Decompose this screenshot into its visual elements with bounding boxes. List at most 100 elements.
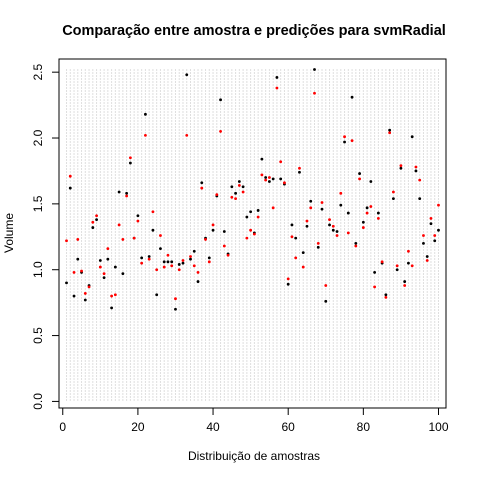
prediction-point <box>283 181 286 185</box>
sample-point <box>328 223 331 227</box>
prediction-point <box>268 176 271 179</box>
sample-point <box>335 230 339 233</box>
prediction-point <box>98 265 102 269</box>
prediction-point <box>316 241 320 245</box>
sample-point <box>245 215 249 219</box>
sample-point <box>429 222 433 226</box>
sample-point <box>219 98 222 102</box>
sample-point <box>264 176 268 179</box>
prediction-point <box>192 264 196 268</box>
prediction-point <box>301 265 305 269</box>
prediction-point <box>324 284 328 287</box>
y-tick-label: 0.0 <box>31 393 45 410</box>
prediction-point <box>181 259 185 262</box>
sample-point <box>279 177 283 181</box>
prediction-point <box>80 269 83 273</box>
sample-point <box>301 251 305 254</box>
sample-point <box>324 299 328 303</box>
sample-point <box>249 210 253 214</box>
prediction-point <box>346 231 350 235</box>
sample-point <box>275 76 279 79</box>
vertical-grid <box>66 69 439 402</box>
prediction-point <box>403 284 407 287</box>
prediction-point <box>433 234 437 237</box>
prediction-point <box>256 215 260 219</box>
sample-point <box>410 135 414 139</box>
prediction-point <box>395 264 399 268</box>
prediction-point <box>185 133 189 137</box>
sample-point <box>234 191 237 195</box>
sample-point <box>76 257 80 261</box>
prediction-point <box>414 165 418 169</box>
prediction-point <box>159 234 162 237</box>
prediction-point <box>437 203 440 207</box>
sample-point <box>155 293 159 297</box>
y-tick-label: 1.0 <box>31 261 45 278</box>
sample-point <box>399 166 403 170</box>
prediction-point <box>144 133 147 137</box>
prediction-point <box>399 164 403 168</box>
sample-point <box>395 268 399 272</box>
y-tick-label: 1.5 <box>31 195 45 212</box>
sample-point <box>425 255 429 258</box>
prediction-point <box>350 139 354 143</box>
prediction-point <box>407 249 410 253</box>
prediction-point <box>422 234 425 237</box>
sample-point <box>174 307 177 311</box>
prediction-point <box>65 239 68 243</box>
prediction-point <box>418 178 422 182</box>
sample-point <box>316 245 320 249</box>
sample-point <box>189 257 192 261</box>
prediction-point <box>170 264 174 268</box>
sample-point <box>166 260 170 264</box>
sample-point <box>95 218 98 222</box>
prediction-point <box>237 184 241 187</box>
prediction-point <box>121 238 125 241</box>
sample-point <box>407 261 410 265</box>
x-axis: 0 20 40 60 80 100 <box>59 407 449 434</box>
prediction-point <box>384 295 388 299</box>
chart-title: Comparação entre amostra e predições par… <box>62 23 446 39</box>
x-tick-label: 40 <box>206 420 220 434</box>
prediction-point <box>373 285 377 289</box>
sample-point <box>181 261 185 265</box>
prediction-point <box>328 218 331 222</box>
prediction-point <box>222 244 226 248</box>
prediction-point <box>113 293 117 297</box>
prediction-point <box>358 177 361 181</box>
sample-point <box>422 241 425 245</box>
sample-point <box>331 228 335 232</box>
sample-point <box>358 172 361 175</box>
sample-point <box>376 211 380 215</box>
sample-point <box>207 256 211 260</box>
prediction-point <box>211 223 215 227</box>
sample-point <box>147 255 151 258</box>
prediction-point <box>177 268 181 272</box>
prediction-point <box>264 178 268 182</box>
prediction-point <box>298 166 301 170</box>
sample-point <box>414 169 418 173</box>
prediction-point <box>95 214 98 218</box>
prediction-point <box>125 194 129 198</box>
sample-point <box>290 223 294 227</box>
sample-point <box>128 161 132 165</box>
prediction-point <box>343 135 346 139</box>
sample-point <box>433 239 437 243</box>
x-tick-label: 20 <box>131 420 145 434</box>
prediction-point <box>410 264 414 268</box>
sample-point <box>241 185 245 189</box>
sample-point <box>256 209 260 212</box>
y-axis: 0.0 0.5 1.0 1.5 2.0 2.5 <box>31 64 60 410</box>
prediction-point <box>331 224 335 228</box>
prediction-point <box>279 160 283 164</box>
prediction-point <box>189 255 192 258</box>
sample-point <box>211 228 215 232</box>
prediction-point <box>87 285 91 289</box>
sample-point <box>418 197 422 201</box>
sample-point <box>72 294 76 298</box>
sample-point <box>144 112 147 116</box>
y-tick-label: 2.0 <box>31 129 45 146</box>
prediction-point <box>151 210 155 214</box>
